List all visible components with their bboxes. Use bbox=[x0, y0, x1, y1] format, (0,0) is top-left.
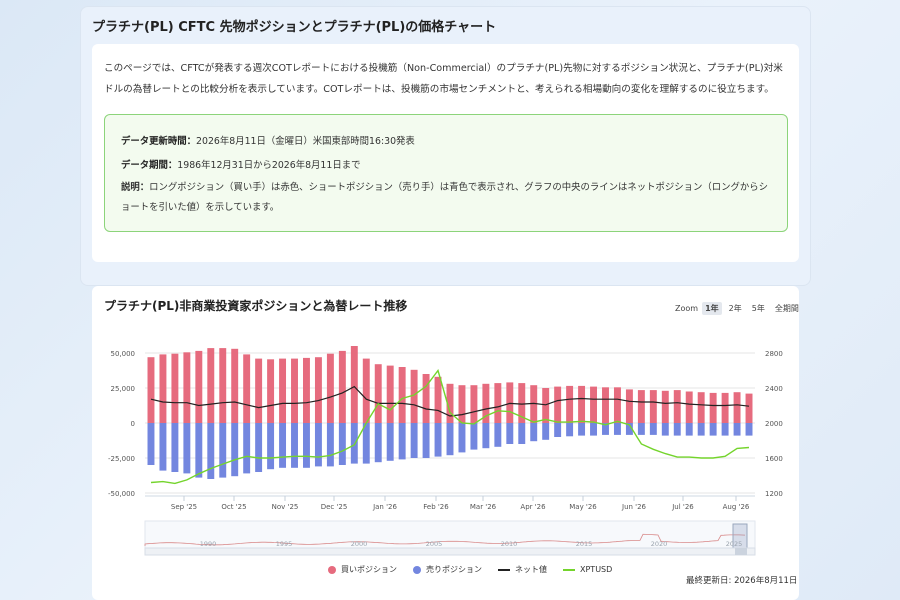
data-period-label: データ期間： bbox=[121, 160, 178, 171]
update-time-line: データ更新時間：2026年8月11日（金曜日）米国東部時間16:30発表 bbox=[121, 133, 415, 147]
zoom-5y-button[interactable]: 5年 bbox=[751, 304, 765, 313]
update-time-label: データ更新時間： bbox=[121, 136, 197, 147]
note-box bbox=[104, 114, 788, 232]
chart-card bbox=[92, 286, 799, 600]
legend-long-label: 買いポジション bbox=[341, 565, 397, 574]
description-line: 説明：ロングポジション（買い手）は赤色、ショートポジション（売り手）は青色で表示… bbox=[121, 178, 771, 218]
net-swatch bbox=[498, 568, 510, 571]
legend-net[interactable]: ネット値 bbox=[498, 564, 547, 575]
zoom-all-button[interactable]: 全期間 bbox=[774, 304, 799, 313]
short-swatch bbox=[413, 565, 421, 574]
legend-price[interactable]: XPTUSD bbox=[563, 565, 612, 574]
zoom-2y-button[interactable]: 2年 bbox=[728, 304, 742, 313]
intro-text: このページでは、CFTCが発表する週次COTレポートにおける投機筋（Non-Co… bbox=[104, 63, 783, 95]
legend-long[interactable]: 買いポジション bbox=[328, 564, 397, 575]
zoom-label: Zoom bbox=[675, 304, 699, 313]
legend-price-label: XPTUSD bbox=[580, 565, 613, 574]
update-time-value: 2026年8月11日（金曜日）米国東部時間16:30発表 bbox=[196, 136, 415, 147]
long-swatch bbox=[328, 565, 336, 574]
data-period-line: データ期間：1986年12月31日から2026年8月11日まで bbox=[121, 157, 361, 171]
legend: 買いポジション 売りポジション ネット値 XPTUSD bbox=[328, 564, 612, 575]
last-updated: 最終更新日: 2026年8月11日 bbox=[686, 576, 798, 586]
price-swatch bbox=[563, 568, 575, 571]
legend-short-label: 売りポジション bbox=[426, 565, 482, 574]
zoom-1y-button[interactable]: 1年 bbox=[702, 302, 722, 315]
legend-short[interactable]: 売りポジション bbox=[413, 564, 482, 575]
page-title: プラチナ(PL) CFTC 先物ポジションとプラチナ(PL)の価格チャート bbox=[92, 20, 497, 35]
legend-net-label: ネット値 bbox=[515, 565, 547, 574]
description-label: 説明： bbox=[121, 182, 150, 193]
chart-title: プラチナ(PL)非商業投資家ポジションと為替レート推移 bbox=[104, 299, 408, 313]
zoom-bar: Zoom 1年 2年 5年 全期間 bbox=[675, 302, 802, 315]
description-value: ロングポジション（買い手）は赤色、ショートポジション（売り手）は青色で表示され、… bbox=[121, 182, 768, 213]
data-period-value: 1986年12月31日から2026年8月11日まで bbox=[177, 160, 361, 171]
